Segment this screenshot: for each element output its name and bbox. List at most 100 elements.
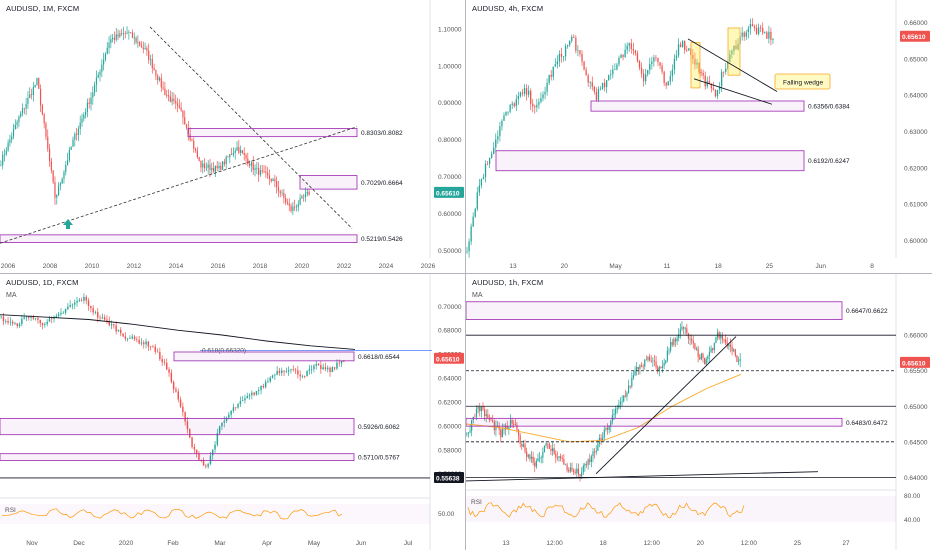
hourly-candle [686, 328, 688, 334]
fourhour-candle [562, 56, 565, 58]
daily-candle [106, 319, 108, 321]
hourly-chart-svg[interactable]: 0.6647/0.6622 0.6483/0.6472 RSI 80.00 40.00 0… [466, 274, 932, 550]
daily-candle [2, 316, 5, 322]
monthly-candle [220, 165, 222, 170]
hourly-candle [521, 443, 523, 447]
rsi-tick: 50.00 [438, 511, 455, 518]
daily-candle [7, 320, 9, 323]
fourhour-candle [704, 75, 706, 87]
daily-candle [338, 362, 340, 364]
monthly-candle [16, 121, 18, 125]
hourly-candle [526, 451, 528, 457]
hourly-candle [627, 385, 630, 393]
monthly-candle [250, 162, 253, 166]
hourly-candle [710, 348, 712, 352]
hourly-candle [626, 392, 628, 397]
daily-candle [301, 376, 304, 377]
daily-chart-svg[interactable]: 0.618(0.66320) 0.6618/0.6544 0.5926/0.6062… [0, 274, 465, 550]
hourly-candle [532, 456, 534, 463]
fourhour-candle [620, 54, 622, 58]
fourhour-candle [585, 69, 587, 76]
fourhour-candle [542, 94, 544, 99]
monthly-candle [117, 34, 119, 37]
fourhour-candle [571, 36, 573, 41]
daily-candle [297, 370, 299, 375]
fourhour-candle [714, 89, 717, 97]
daily-candle [290, 369, 292, 371]
daily-candle [267, 381, 269, 382]
daily-candle [276, 370, 278, 375]
hourly-candle [658, 366, 660, 372]
price-axis-tick: 1.00000 [438, 63, 462, 70]
monthly-candle [57, 185, 60, 196]
fourhour-candle [511, 103, 513, 105]
monthly-candle [41, 105, 43, 115]
hourly-candle [668, 350, 670, 352]
daily-candle [258, 390, 260, 392]
monthly-candle [191, 139, 193, 141]
monthly-candle [110, 39, 112, 43]
fourhour-candle [720, 71, 723, 87]
fourhour-candle [636, 53, 639, 61]
fourhour-candle [480, 179, 483, 186]
rsi-line [1, 508, 343, 520]
monthly-candle [61, 178, 63, 184]
monthly-candle [149, 59, 152, 60]
fourhour-candle [517, 96, 520, 100]
daily-candle [221, 422, 223, 427]
fourhour-candle [587, 75, 589, 83]
monthly-candle [151, 59, 153, 69]
hourly-candle [661, 365, 664, 369]
daily-candle [21, 318, 23, 324]
hourly-candle [568, 470, 570, 472]
panel-divider-horizontal[interactable] [0, 273, 932, 274]
price-zone [299, 175, 358, 190]
zone-label: 0.5710/0.5767 [358, 455, 400, 462]
monthly-candle [240, 150, 242, 153]
monthly-candle [75, 133, 78, 135]
hourly-candle [707, 355, 709, 360]
hourly-candle [692, 340, 694, 344]
panel-divider-vertical[interactable] [465, 0, 466, 550]
hourly-candle [551, 448, 554, 451]
monthly-chart-svg[interactable]: 0.8303/0.8082 0.7029/0.6664 0.5219/0.5426 1… [0, 0, 465, 273]
fourhour-candle [671, 69, 674, 77]
fourhour-candle [538, 102, 540, 105]
fourhour-candle [679, 44, 682, 48]
price-axis-tick: 0.80000 [438, 137, 462, 144]
monthly-candle [258, 167, 260, 175]
hourly-chart-panel[interactable]: 0.6647/0.6622 0.6483/0.6472 RSI 80.00 40.00 0… [466, 274, 932, 550]
monthly-candle [247, 158, 249, 164]
daily-candle [74, 302, 76, 305]
fourhour-candle [482, 177, 485, 180]
monthly-chart-panel[interactable]: 0.8303/0.8082 0.7029/0.6664 0.5219/0.5426 1… [0, 0, 465, 273]
current-price-tag-bg [434, 352, 464, 364]
monthly-candle [146, 48, 148, 51]
hourly-candle [608, 425, 610, 430]
daily-candle [193, 446, 196, 450]
monthly-candle [193, 140, 195, 149]
monthly-candle [236, 147, 238, 151]
fourhour-candle [566, 45, 569, 47]
daily-candle [299, 374, 301, 377]
time-axis-tick: 2018 [253, 263, 268, 270]
monthly-candle [203, 163, 206, 169]
time-axis-tick: 20 [697, 540, 705, 547]
daily-candle [145, 341, 147, 345]
hourly-candle [733, 349, 735, 352]
fourhour-candle [762, 28, 764, 33]
hourly-candle [634, 370, 636, 376]
four-hour-chart-panel[interactable]: 0.6695/0.66640.6356/0.63840.6192/0.6247F… [466, 0, 932, 273]
daily-chart-panel[interactable]: 0.618(0.66320) 0.6618/0.6544 0.5926/0.6062… [0, 274, 465, 550]
monthly-candle [207, 164, 209, 168]
monthly-candle [131, 32, 134, 38]
fourhour-candle [642, 73, 645, 82]
hourly-candle [506, 426, 508, 430]
four-hour-chart-svg[interactable]: 0.6695/0.66640.6356/0.63840.6192/0.6247F… [466, 0, 932, 273]
time-axis-tick: May [609, 263, 622, 270]
daily-candle [285, 371, 288, 373]
hourly-candle [699, 356, 701, 360]
monthly-candle [162, 87, 164, 89]
time-axis-tick: May [308, 540, 321, 547]
hourly-candle [619, 401, 622, 405]
